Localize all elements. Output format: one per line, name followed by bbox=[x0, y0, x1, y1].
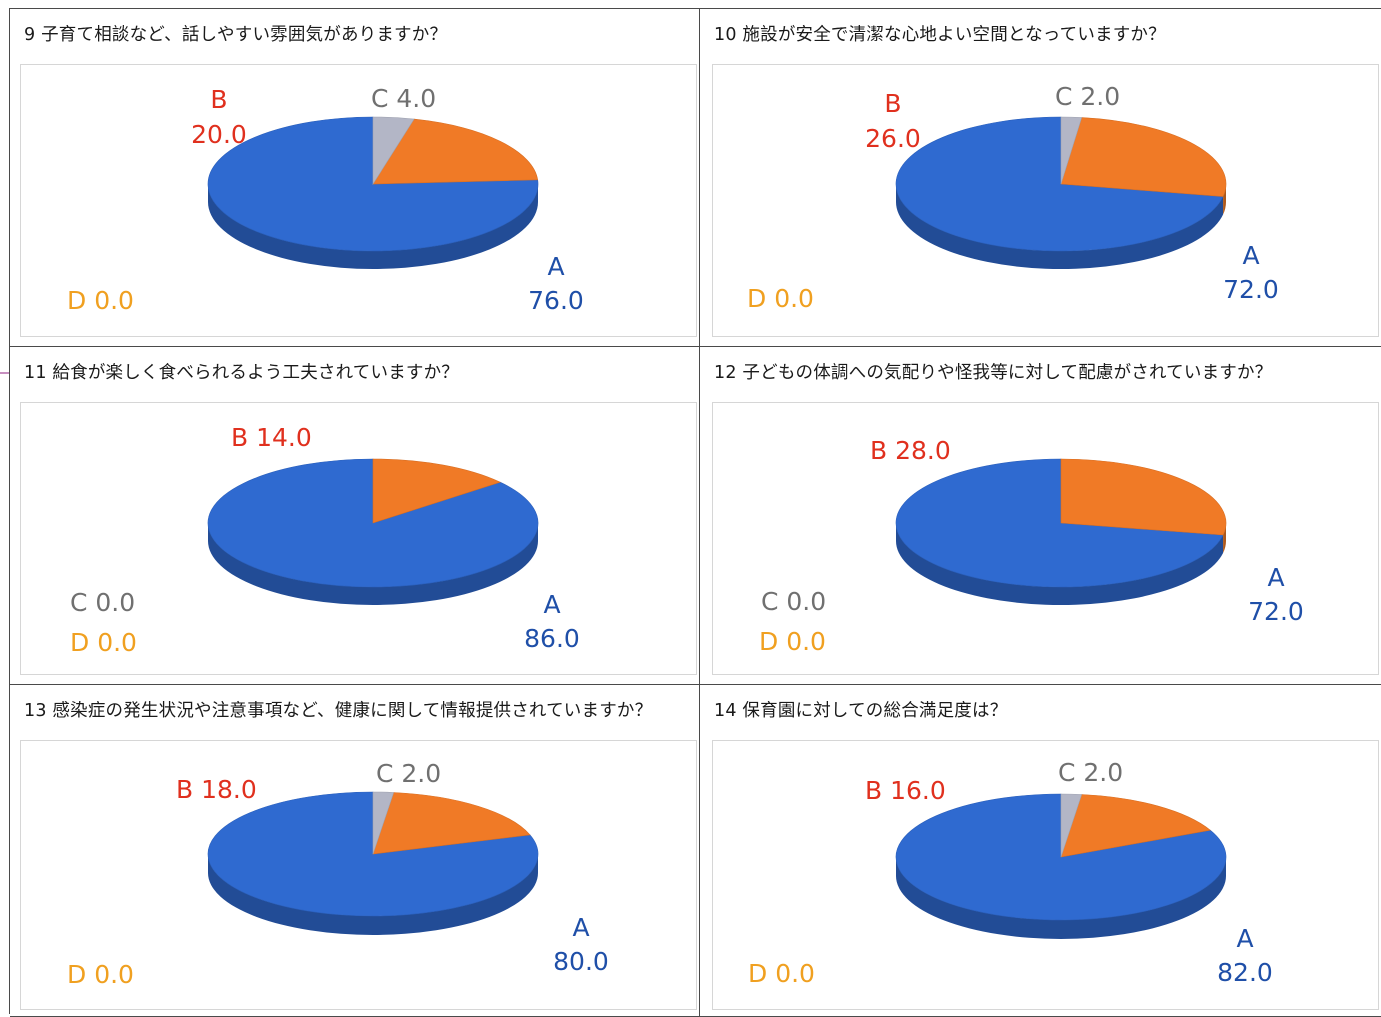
pie-9-slices bbox=[207, 116, 539, 269]
pie-slice-c bbox=[1060, 793, 1083, 858]
question-12-title: 12 子どもの体調への気配りや怪我等に対して配慮がされていますか？ bbox=[714, 363, 1273, 383]
label-d: D 0.0 bbox=[759, 627, 826, 656]
label-a-name: A bbox=[1242, 241, 1259, 270]
question-14-panel: 14 保育園に対しての総合満足度は？ B 16.0 C 2.0 A 82.0 D… bbox=[700, 685, 1381, 1017]
pie-side-b bbox=[1223, 184, 1226, 215]
label-d: D 0.0 bbox=[67, 286, 134, 315]
pie-slice-a bbox=[207, 116, 539, 252]
question-13-chart-frame: B 18.0 C 2.0 A 80.0 D 0.0 bbox=[20, 740, 697, 1010]
question-10-panel: 10 施設が安全で清潔な心地よい空間となっていますか？ B 26.0 C 2.0… bbox=[700, 9, 1381, 347]
label-b: B 14.0 bbox=[231, 423, 312, 452]
question-10-chart-frame: B 26.0 C 2.0 A 72.0 D 0.0 bbox=[712, 64, 1379, 337]
question-13-title: 13 感染症の発生状況や注意事項など、健康に関して情報提供されていますか？ bbox=[24, 701, 653, 721]
label-c: C 4.0 bbox=[371, 84, 436, 113]
label-a-value: 82.0 bbox=[1217, 958, 1273, 987]
label-d: D 0.0 bbox=[67, 960, 134, 989]
pie-slice-b bbox=[372, 792, 531, 855]
pie-10-slices bbox=[895, 116, 1227, 269]
question-14-title: 14 保育園に対しての総合満足度は？ bbox=[714, 701, 1008, 721]
pie-side-a bbox=[896, 523, 1224, 605]
question-9-title: 9 子育て相談など、話しやすい雰囲気がありますか？ bbox=[24, 25, 448, 45]
pie-slice-b bbox=[1060, 458, 1227, 536]
label-a-value: 76.0 bbox=[528, 286, 584, 315]
label-d: D 0.0 bbox=[747, 284, 814, 313]
label-a-name: A bbox=[1267, 563, 1284, 592]
pie-13-slices bbox=[207, 791, 539, 935]
label-c: C 2.0 bbox=[1055, 82, 1120, 111]
question-11-chart-frame: B 14.0 A 86.0 C 0.0 D 0.0 bbox=[20, 402, 697, 675]
pie-chart-12: B 28.0 A 72.0 C 0.0 D 0.0 bbox=[759, 436, 1304, 656]
label-d: D 0.0 bbox=[70, 628, 137, 657]
question-9-panel: 9 子育て相談など、話しやすい雰囲気がありますか？ B 20.0 C 4.0 A… bbox=[10, 9, 700, 347]
pie-chart-9: B 20.0 C 4.0 A 76.0 D 0.0 bbox=[67, 84, 584, 315]
label-c: C 2.0 bbox=[1058, 758, 1123, 787]
pie-side-a bbox=[208, 523, 538, 605]
pie-slice-b bbox=[372, 458, 501, 524]
label-a-value: 72.0 bbox=[1223, 275, 1279, 304]
question-9-chart-frame: B 20.0 C 4.0 A 76.0 D 0.0 bbox=[20, 64, 697, 337]
question-12-panel: 12 子どもの体調への気配りや怪我等に対して配慮がされていますか？ B 28.0… bbox=[700, 347, 1381, 685]
question-13-panel: 13 感染症の発生状況や注意事項など、健康に関して情報提供されていますか？ B … bbox=[10, 685, 700, 1017]
label-a-name: A bbox=[543, 590, 560, 619]
question-11-panel: 11 給食が楽しく食べられるよう工夫されていますか？ B 14.0 A 86.0… bbox=[10, 347, 700, 685]
label-b-name: B bbox=[210, 85, 227, 114]
pie-11-slices bbox=[207, 458, 539, 605]
pie-side-a bbox=[208, 184, 538, 269]
pie-slice-a bbox=[895, 116, 1224, 252]
question-10-title: 10 施設が安全で清潔な心地よい空間となっていますか？ bbox=[714, 25, 1166, 45]
label-a-name: A bbox=[572, 913, 589, 942]
label-a-value: 86.0 bbox=[524, 624, 580, 653]
label-a-value: 72.0 bbox=[1248, 597, 1304, 626]
pie-slice-c bbox=[1060, 116, 1083, 185]
label-a-name: A bbox=[1236, 924, 1253, 953]
pie-side-a bbox=[896, 857, 1226, 939]
pie-chart-14: B 16.0 C 2.0 A 82.0 D 0.0 bbox=[748, 758, 1273, 988]
label-b-value: 26.0 bbox=[865, 124, 921, 153]
pie-slice-b bbox=[372, 118, 539, 185]
margin-mark bbox=[0, 372, 9, 374]
pie-slice-a bbox=[895, 458, 1224, 588]
question-14-chart-frame: B 16.0 C 2.0 A 82.0 D 0.0 bbox=[712, 740, 1379, 1010]
pie-14-slices bbox=[895, 793, 1227, 939]
label-b: B 16.0 bbox=[865, 776, 946, 805]
label-a-value: 80.0 bbox=[553, 947, 609, 976]
pie-chart-10: B 26.0 C 2.0 A 72.0 D 0.0 bbox=[747, 82, 1279, 313]
pie-chart-13: B 18.0 C 2.0 A 80.0 D 0.0 bbox=[67, 759, 609, 989]
label-b-value: 20.0 bbox=[191, 120, 247, 149]
pie-slice-a bbox=[207, 791, 539, 917]
pie-12-slices bbox=[895, 458, 1227, 605]
pie-side-a bbox=[208, 854, 538, 935]
pie-chart-11: B 14.0 A 86.0 C 0.0 D 0.0 bbox=[70, 423, 580, 657]
label-b: B 28.0 bbox=[870, 436, 951, 465]
question-12-chart-frame: B 28.0 A 72.0 C 0.0 D 0.0 bbox=[712, 402, 1379, 675]
pie-slice-b bbox=[1060, 794, 1211, 858]
question-11-title: 11 給食が楽しく食べられるよう工夫されていますか？ bbox=[24, 363, 460, 383]
label-b: B 18.0 bbox=[176, 775, 257, 804]
label-a-name: A bbox=[547, 252, 564, 281]
pie-slice-c bbox=[372, 116, 415, 186]
pie-side-a bbox=[896, 184, 1224, 269]
label-c: C 0.0 bbox=[70, 588, 135, 617]
label-b-name: B bbox=[884, 89, 901, 118]
pie-slice-c bbox=[372, 791, 395, 855]
pie-slice-b bbox=[1060, 117, 1227, 197]
label-c: C 0.0 bbox=[761, 587, 826, 616]
label-c: C 2.0 bbox=[376, 759, 441, 788]
survey-results-grid: 9 子育て相談など、話しやすい雰囲気がありますか？ B 20.0 C 4.0 A… bbox=[9, 8, 1381, 1017]
pie-side-b bbox=[1223, 523, 1226, 553]
label-d: D 0.0 bbox=[748, 959, 815, 988]
